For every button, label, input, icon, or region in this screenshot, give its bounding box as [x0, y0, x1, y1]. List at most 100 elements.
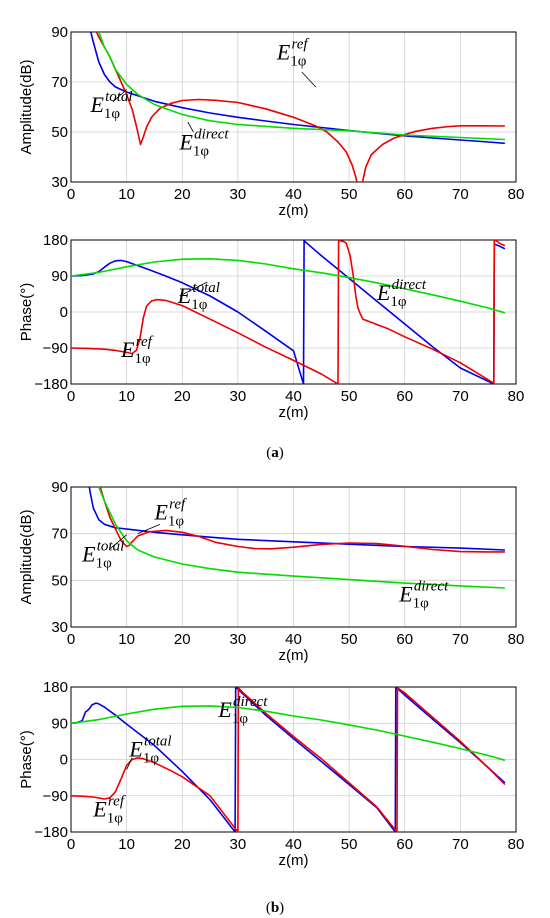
annotation-ref: E1φref	[92, 794, 126, 827]
y-tick-label: 70	[51, 526, 68, 543]
x-tick-label: 10	[118, 631, 135, 648]
x-tick-label: 70	[452, 836, 469, 853]
y-tick-label: 50	[51, 572, 68, 589]
annotation-leader	[187, 121, 194, 133]
x-tick-label: 50	[341, 186, 358, 203]
x-tick-label: 50	[341, 836, 358, 853]
x-tick-label: 20	[174, 186, 191, 203]
annotation-total: E1φtotal	[128, 734, 171, 767]
y-tick-label: 90	[51, 479, 68, 496]
x-tick-label: 10	[118, 836, 135, 853]
y-tick-label: 180	[43, 679, 68, 696]
x-tick-label: 60	[396, 388, 413, 405]
chart-a-amplitude: 0 10 20 30 40 50 60 70 80 30 50 70 90 z(m) Amplitude(d…	[18, 24, 525, 219]
x-tick-label: 30	[230, 388, 247, 405]
series-line-total	[89, 32, 505, 145]
annotation-total: E1φtotal	[89, 89, 132, 122]
y-tick-label: 0	[60, 304, 68, 321]
series-line-direct	[71, 257, 506, 314]
plot-frame	[70, 239, 517, 385]
annotation-leader	[109, 534, 127, 550]
chart-b-amplitude: 0 10 20 30 40 50 60 70 80 30 50 70 90 z(m) Amplitude(d…	[18, 479, 525, 664]
y-tick-label: 180	[43, 232, 68, 249]
y-tick-label: −90	[43, 340, 68, 357]
caption-b: (b)	[266, 900, 284, 916]
y-tick-label: 90	[51, 715, 68, 732]
x-tick-label: 30	[230, 631, 247, 648]
x-axis-label: z(m)	[279, 647, 309, 664]
series-line-direct	[98, 32, 505, 141]
x-tick-label: 20	[174, 388, 191, 405]
x-tick-label: 80	[508, 388, 525, 405]
y-axis-label: Amplitude(dB)	[18, 59, 35, 154]
x-tick-label: 70	[452, 388, 469, 405]
series-line-ref	[99, 487, 505, 553]
series-line-ref	[71, 240, 506, 384]
x-tick-label: 80	[508, 631, 525, 648]
annotation-total: E1φtotal	[81, 539, 124, 572]
annotation-direct: E1φdirect	[398, 578, 449, 611]
x-tick-label: 0	[67, 836, 75, 853]
x-tick-label: 60	[396, 836, 413, 853]
series-line-total	[88, 487, 505, 551]
annotation-direct: E1φdirect	[217, 694, 268, 727]
annotation-ref: E1φref	[153, 497, 187, 530]
x-tick-label: 10	[118, 388, 135, 405]
y-tick-label: 90	[51, 268, 68, 285]
y-tick-label: −180	[34, 376, 68, 393]
x-tick-label: 0	[67, 631, 75, 648]
caption-a: (a)	[266, 445, 284, 461]
x-tick-label: 30	[230, 836, 247, 853]
y-tick-label: 30	[51, 174, 68, 191]
series-line-ref	[71, 687, 506, 832]
annotation-leader	[112, 89, 127, 103]
x-tick-label: 40	[285, 631, 302, 648]
x-tick-label: 70	[452, 631, 469, 648]
y-axis-label: Phase(°)	[18, 283, 35, 342]
x-tick-label: 50	[341, 631, 358, 648]
x-tick-label: 70	[452, 186, 469, 203]
x-tick-label: 60	[396, 186, 413, 203]
x-axis-label: z(m)	[279, 404, 309, 421]
x-tick-label: 80	[508, 836, 525, 853]
series-line-ref	[95, 32, 505, 182]
x-tick-label: 80	[508, 186, 525, 203]
y-tick-label: 70	[51, 74, 68, 91]
annotation-direct: E1φdirect	[178, 127, 229, 160]
annotation-direct: E1φdirect	[376, 277, 427, 310]
x-tick-label: 40	[285, 836, 302, 853]
chart-a-phase: 0 10 20 30 40 50 60 70 80 −180 −90 0 90 180 z(m) Phase(…	[18, 232, 524, 421]
annotation-ref: E1φref	[276, 37, 310, 70]
y-tick-label: 0	[60, 752, 68, 769]
annotation-leader	[179, 281, 208, 297]
x-tick-label: 20	[174, 836, 191, 853]
x-tick-label: 60	[396, 631, 413, 648]
x-tick-label: 10	[118, 186, 135, 203]
y-tick-label: 90	[51, 24, 68, 41]
series-line-direct	[98, 487, 505, 589]
x-tick-label: 40	[285, 388, 302, 405]
y-tick-label: −90	[43, 788, 68, 805]
x-tick-label: 30	[230, 186, 247, 203]
annotation-leader	[137, 523, 161, 535]
y-tick-label: 50	[51, 124, 68, 141]
y-axis-label: Phase(°)	[18, 730, 35, 789]
annotation-total: E1φtotal	[177, 280, 220, 313]
y-tick-label: 30	[51, 619, 68, 636]
x-tick-label: 0	[67, 186, 75, 203]
y-tick-label: −180	[34, 824, 68, 841]
series-line-direct	[71, 705, 506, 762]
annotation-leader	[126, 757, 133, 770]
x-axis-label: z(m)	[279, 202, 309, 219]
x-axis-label: z(m)	[279, 852, 309, 869]
plot-frame	[70, 31, 517, 183]
series-line-total	[71, 240, 506, 384]
annotation-leader	[301, 71, 317, 88]
chart-b-phase: 0 10 20 30 40 50 60 70 80 −180 −90 0 90 180 z(m) Phase(…	[18, 679, 524, 869]
plot-frame	[70, 486, 517, 628]
x-tick-label: 20	[174, 631, 191, 648]
x-tick-label: 0	[67, 388, 75, 405]
x-tick-label: 40	[285, 186, 302, 203]
annotation-ref: E1φref	[120, 334, 154, 367]
